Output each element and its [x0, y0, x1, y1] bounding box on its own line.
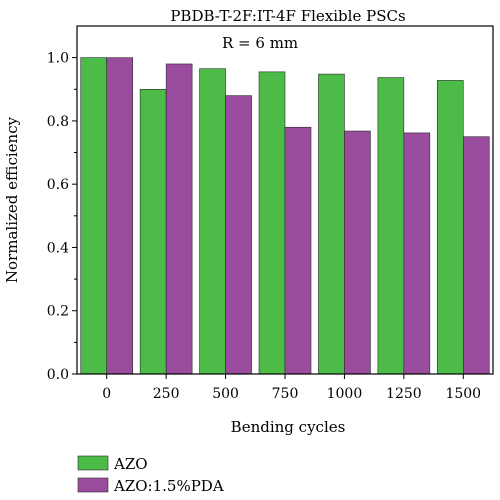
- bar-azo-1500: [436, 80, 464, 375]
- y-axis: 0.0 0.2 0.4 0.6 0.8 1.0: [47, 51, 77, 383]
- legend-swatch-azo-pda: [77, 477, 109, 493]
- y-axis-label: Normalized efficiency: [3, 116, 21, 283]
- x-tick-label: 750: [272, 386, 299, 402]
- bar-azo-pda-250: [165, 63, 193, 375]
- bar-azo-pda-750: [284, 126, 312, 375]
- bar-azo-pda-500: [225, 95, 252, 375]
- bar-azo-750: [258, 71, 286, 375]
- x-axis: 0 250 500 750 1000 1250 1500: [102, 374, 481, 402]
- chart-title: PBDB-T-2F:IT-4F Flexible PSCs: [170, 7, 405, 25]
- bar-azo-500: [199, 68, 226, 375]
- x-tick-label: 500: [212, 386, 239, 402]
- x-tick-label: 250: [153, 386, 180, 402]
- y-tick-label: 0.2: [47, 304, 69, 320]
- bar-azo-pda-1250: [403, 132, 431, 375]
- x-tick-label: 1500: [445, 386, 481, 402]
- legend-swatch-azo: [77, 455, 109, 471]
- legend-label-azo: AZO: [113, 455, 148, 473]
- bar-azo-1000: [318, 73, 345, 375]
- bars-group: [80, 57, 490, 375]
- bar-azo-1250: [377, 77, 405, 375]
- x-axis-label: Bending cycles: [231, 418, 346, 436]
- x-tick-label: 1250: [386, 386, 422, 402]
- legend: AZO AZO:1.5%PDA: [77, 455, 224, 495]
- bar-azo-0: [80, 57, 108, 375]
- y-tick-label: 0.6: [47, 177, 69, 193]
- bar-azo-pda-0: [106, 57, 134, 375]
- legend-label-azo-pda: AZO:1.5%PDA: [113, 477, 224, 495]
- bar-azo-pda-1000: [344, 130, 371, 375]
- x-tick-label: 1000: [327, 386, 363, 402]
- y-tick-label: 0.0: [47, 367, 69, 383]
- bar-azo-pda-1500: [462, 136, 490, 375]
- bar-azo-250: [139, 88, 167, 375]
- y-tick-label: 1.0: [47, 51, 69, 67]
- x-tick-label: 0: [102, 386, 111, 402]
- y-tick-label: 0.4: [47, 240, 69, 256]
- annotation-radius: R = 6 mm: [222, 34, 298, 52]
- y-tick-label: 0.8: [47, 114, 69, 130]
